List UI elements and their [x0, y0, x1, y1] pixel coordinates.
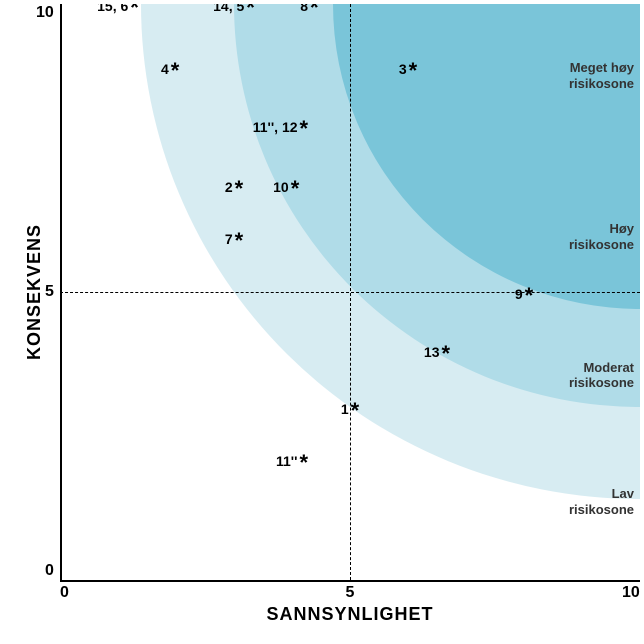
point-label: 8 — [300, 4, 308, 14]
asterisk-icon: * — [298, 116, 309, 141]
point-label: 7 — [225, 231, 233, 247]
data-point-11: 1* — [341, 394, 359, 420]
zone-label-1: Høy risikosone — [569, 221, 634, 252]
data-point-1: 14, 5* — [213, 4, 255, 17]
data-point-9: 9* — [515, 279, 533, 305]
asterisk-icon: * — [169, 58, 180, 83]
point-label: 11'' — [276, 453, 297, 469]
point-label: 4 — [161, 61, 169, 77]
zone-label-2: Moderat risikosone — [569, 360, 634, 391]
asterisk-icon: * — [289, 176, 300, 201]
point-label: 9 — [515, 286, 523, 302]
asterisk-icon: * — [244, 4, 255, 20]
point-label: 2 — [225, 179, 233, 195]
asterisk-icon: * — [233, 176, 244, 201]
y-tick-2: 10 — [36, 4, 54, 22]
x-axis-line — [60, 580, 640, 582]
asterisk-icon: * — [407, 58, 418, 83]
asterisk-icon: * — [440, 341, 451, 366]
point-label: 15, 6 — [97, 4, 128, 14]
data-point-5: 11'', 12* — [253, 112, 308, 138]
x-axis-title: SANNSYNLIGHET — [267, 604, 434, 625]
data-point-4: 3* — [399, 54, 417, 80]
y-tick-0: 0 — [45, 562, 54, 580]
point-label: 1 — [341, 401, 349, 417]
asterisk-icon: * — [233, 228, 244, 253]
data-point-7: 10* — [273, 172, 299, 198]
data-point-12: 11''* — [276, 446, 308, 472]
risk-matrix-chart: Meget høy risikosone Høy risikosone Modera… — [0, 0, 644, 644]
asterisk-icon: * — [308, 4, 319, 20]
point-label: 10 — [273, 179, 289, 195]
point-label: 13 — [424, 344, 440, 360]
data-point-3: 4* — [161, 54, 179, 80]
point-label: 11'', 12 — [253, 119, 298, 135]
x-tick-0: 0 — [60, 584, 69, 602]
y-tick-1: 5 — [45, 283, 54, 301]
data-point-2: 8* — [300, 4, 318, 17]
data-point-0: 15, 6* — [97, 4, 139, 17]
data-point-10: 13* — [424, 337, 450, 363]
zone-label-0: Meget høy risikosone — [569, 60, 634, 91]
x-tick-2: 10 — [622, 584, 640, 602]
plot-area: Meget høy risikosone Høy risikosone Modera… — [60, 4, 640, 580]
point-label: 3 — [399, 61, 407, 77]
asterisk-icon: * — [128, 4, 139, 20]
data-point-8: 7* — [225, 224, 243, 250]
asterisk-icon: * — [523, 283, 534, 308]
gridline-vertical — [350, 4, 351, 580]
zone-label-3: Lav risikosone — [569, 486, 634, 517]
point-label: 14, 5 — [213, 4, 244, 14]
y-axis-line — [60, 4, 62, 580]
data-point-6: 2* — [225, 172, 243, 198]
y-axis-title: KONSEKVENS — [24, 224, 45, 360]
asterisk-icon: * — [297, 450, 308, 475]
asterisk-icon: * — [349, 398, 360, 423]
x-tick-1: 5 — [346, 584, 355, 602]
